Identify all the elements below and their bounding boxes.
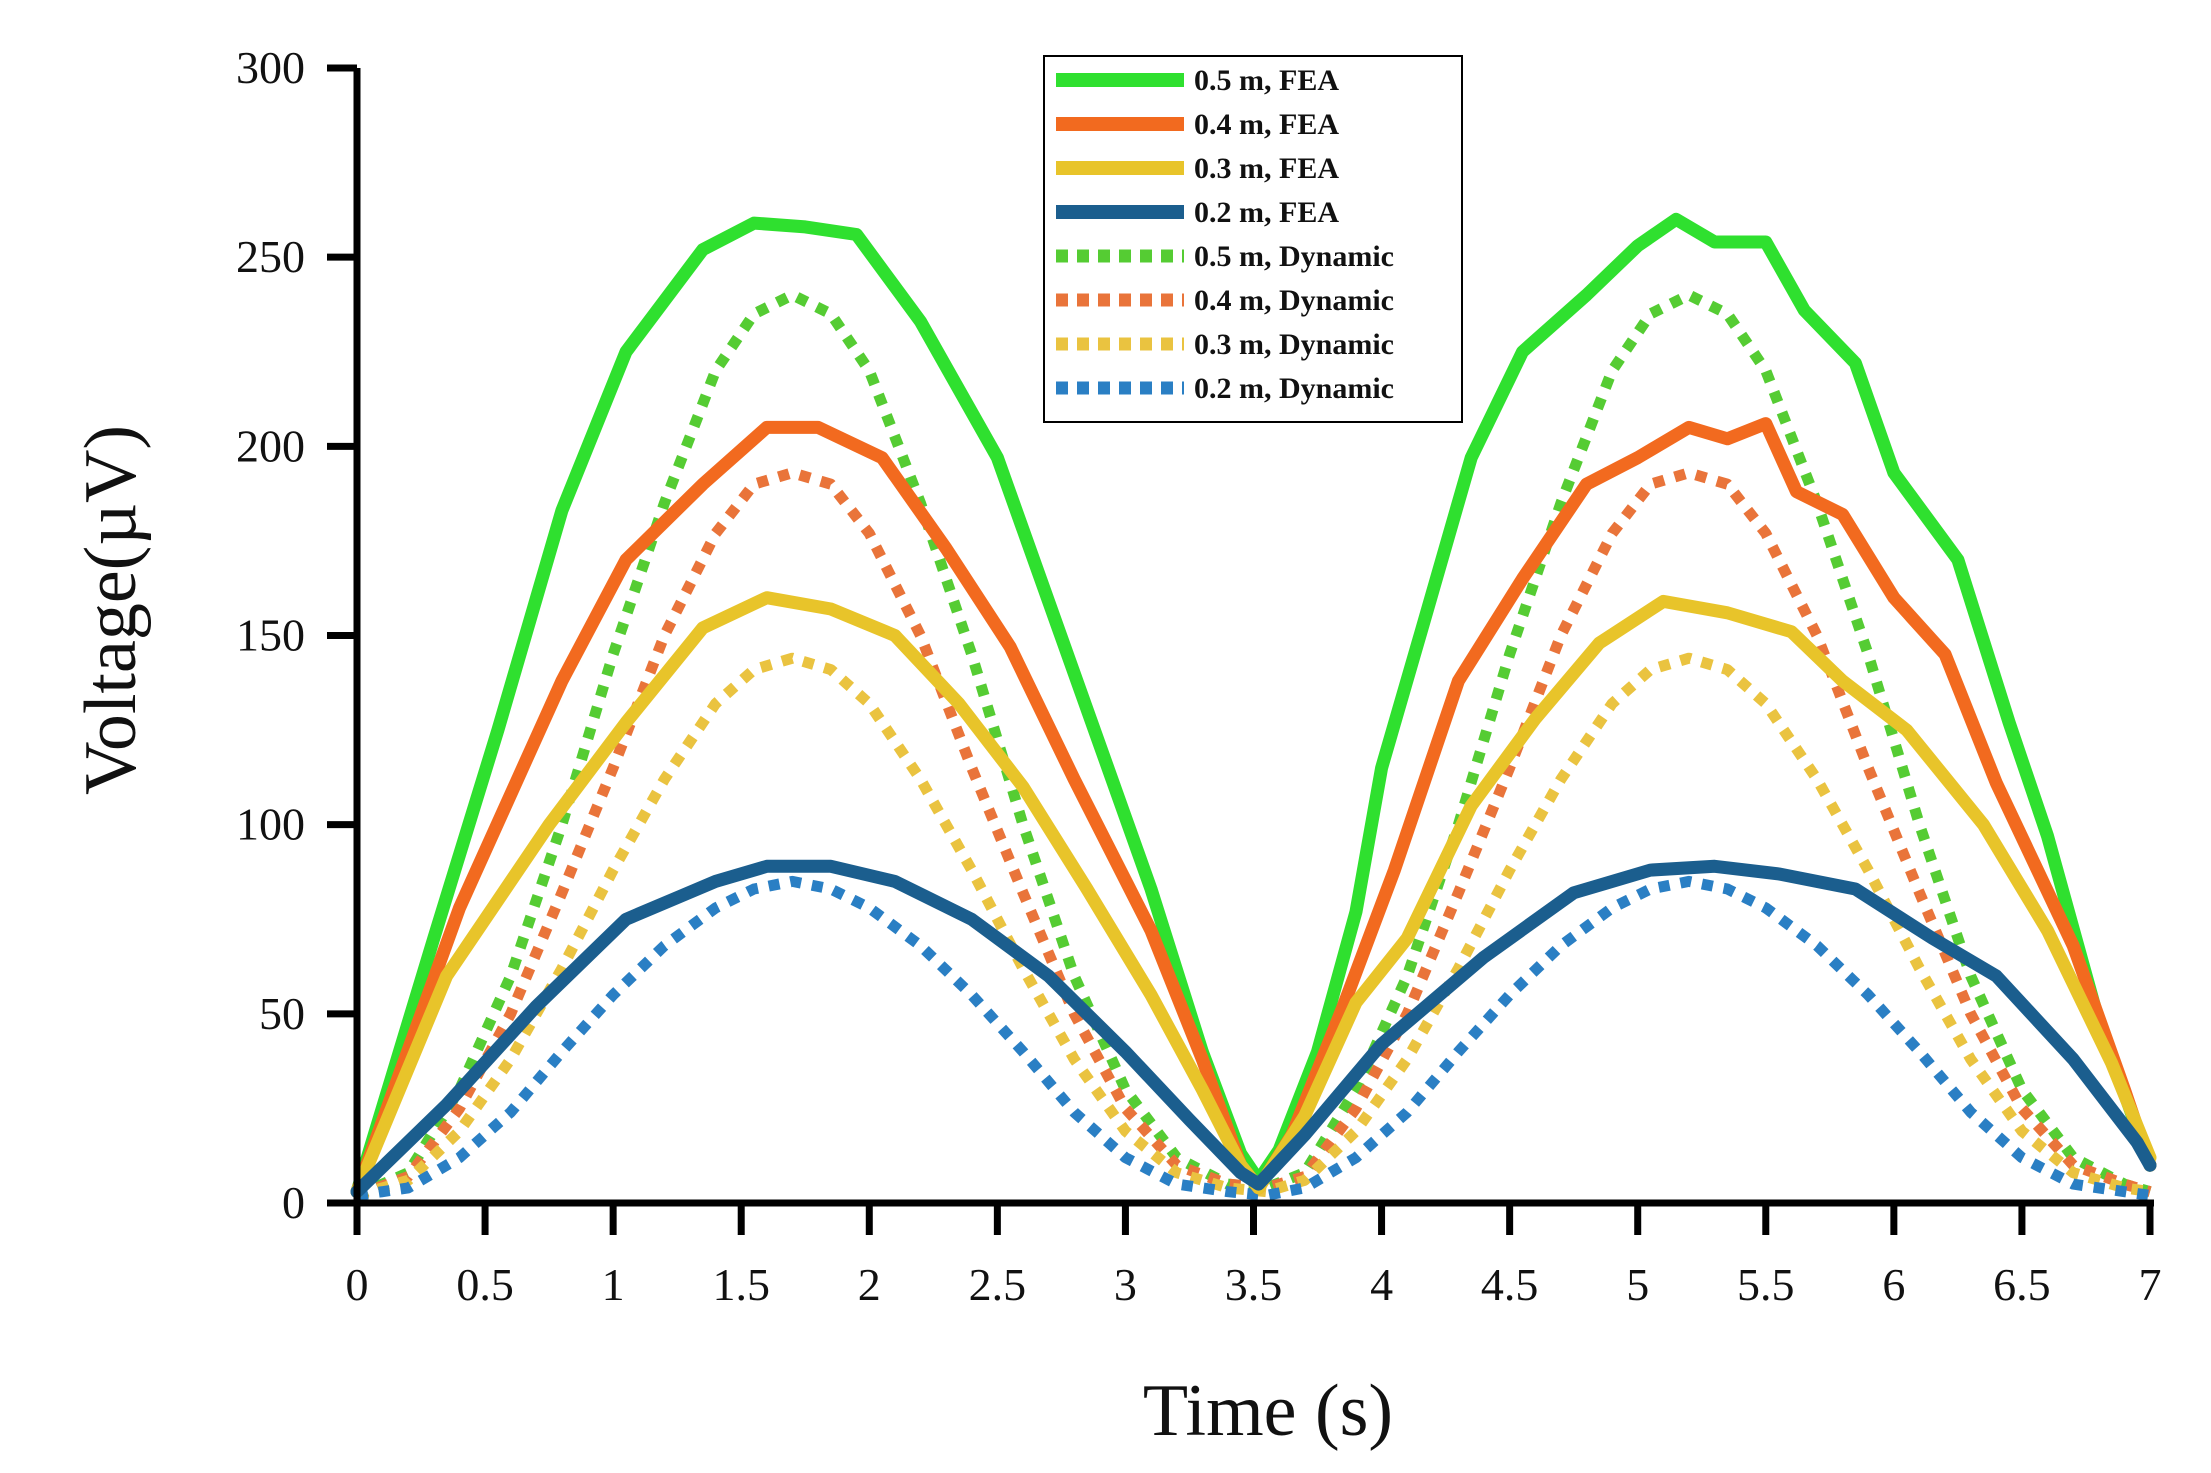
x-tick-label: 6.5 (1993, 1259, 2051, 1310)
y-axis-title: Voltage(µV) (70, 425, 152, 795)
x-tick-label: 5.5 (1737, 1259, 1795, 1310)
x-axis-title: Time (s) (1143, 1370, 1393, 1452)
x-tick-label: 2.5 (969, 1259, 1027, 1310)
x-tick-label: 3.5 (1225, 1259, 1283, 1310)
x-tick-label: 0 (346, 1259, 369, 1310)
y-tick-label: 300 (236, 42, 305, 93)
y-tick-label: 50 (259, 988, 305, 1039)
x-tick-label: 7 (2139, 1259, 2162, 1310)
y-tick-label: 150 (236, 610, 305, 661)
y-tick-label: 0 (282, 1177, 305, 1228)
legend-label: 0.4 m, Dynamic (1194, 284, 1394, 317)
legend-label: 0.3 m, Dynamic (1194, 328, 1394, 361)
legend-label: 0.2 m, Dynamic (1194, 372, 1394, 405)
x-tick-label: 4 (1370, 1259, 1393, 1310)
x-tick-label: 1 (602, 1259, 625, 1310)
legend-label: 0.2 m, FEA (1194, 196, 1339, 229)
series-layer (350, 212, 2157, 1201)
legend-label: 0.5 m, Dynamic (1194, 240, 1394, 273)
ticks-layer: 0 0.5 1 1.5 2 2.5 3 3.5 4 4.5 5 5.5 6 6.5 7 0 50 100 150 20… (236, 42, 2162, 1310)
series-line-0-2-m-dynamic (356, 875, 2151, 1201)
legend-label: 0.4 m, FEA (1194, 108, 1339, 141)
series-line-0-2-m-fea (350, 859, 2157, 1199)
x-tick-label: 5 (1626, 1259, 1649, 1310)
series-line-0-5-m-dynamic (354, 289, 2152, 1201)
x-tick-label: 1.5 (712, 1259, 770, 1310)
y-tick-label: 250 (236, 231, 305, 282)
series-line-0-4-m-fea (350, 417, 2157, 1199)
legend-label: 0.3 m, FEA (1194, 152, 1339, 185)
legend-label: 0.5 m, FEA (1194, 64, 1339, 97)
y-tick-label: 200 (236, 420, 305, 471)
x-tick-label: 6 (1882, 1259, 1905, 1310)
x-tick-label: 3 (1114, 1259, 1137, 1310)
y-tick-label: 100 (236, 799, 305, 850)
x-tick-label: 4.5 (1481, 1259, 1539, 1310)
x-tick-label: 0.5 (456, 1259, 514, 1310)
series-line-0-5-m-fea (350, 212, 2157, 1199)
x-tick-label: 2 (858, 1259, 881, 1310)
legend: 0.5 m, FEA 0.4 m, FEA 0.3 m, FEA 0.2 m, FEA… (1043, 55, 1463, 423)
